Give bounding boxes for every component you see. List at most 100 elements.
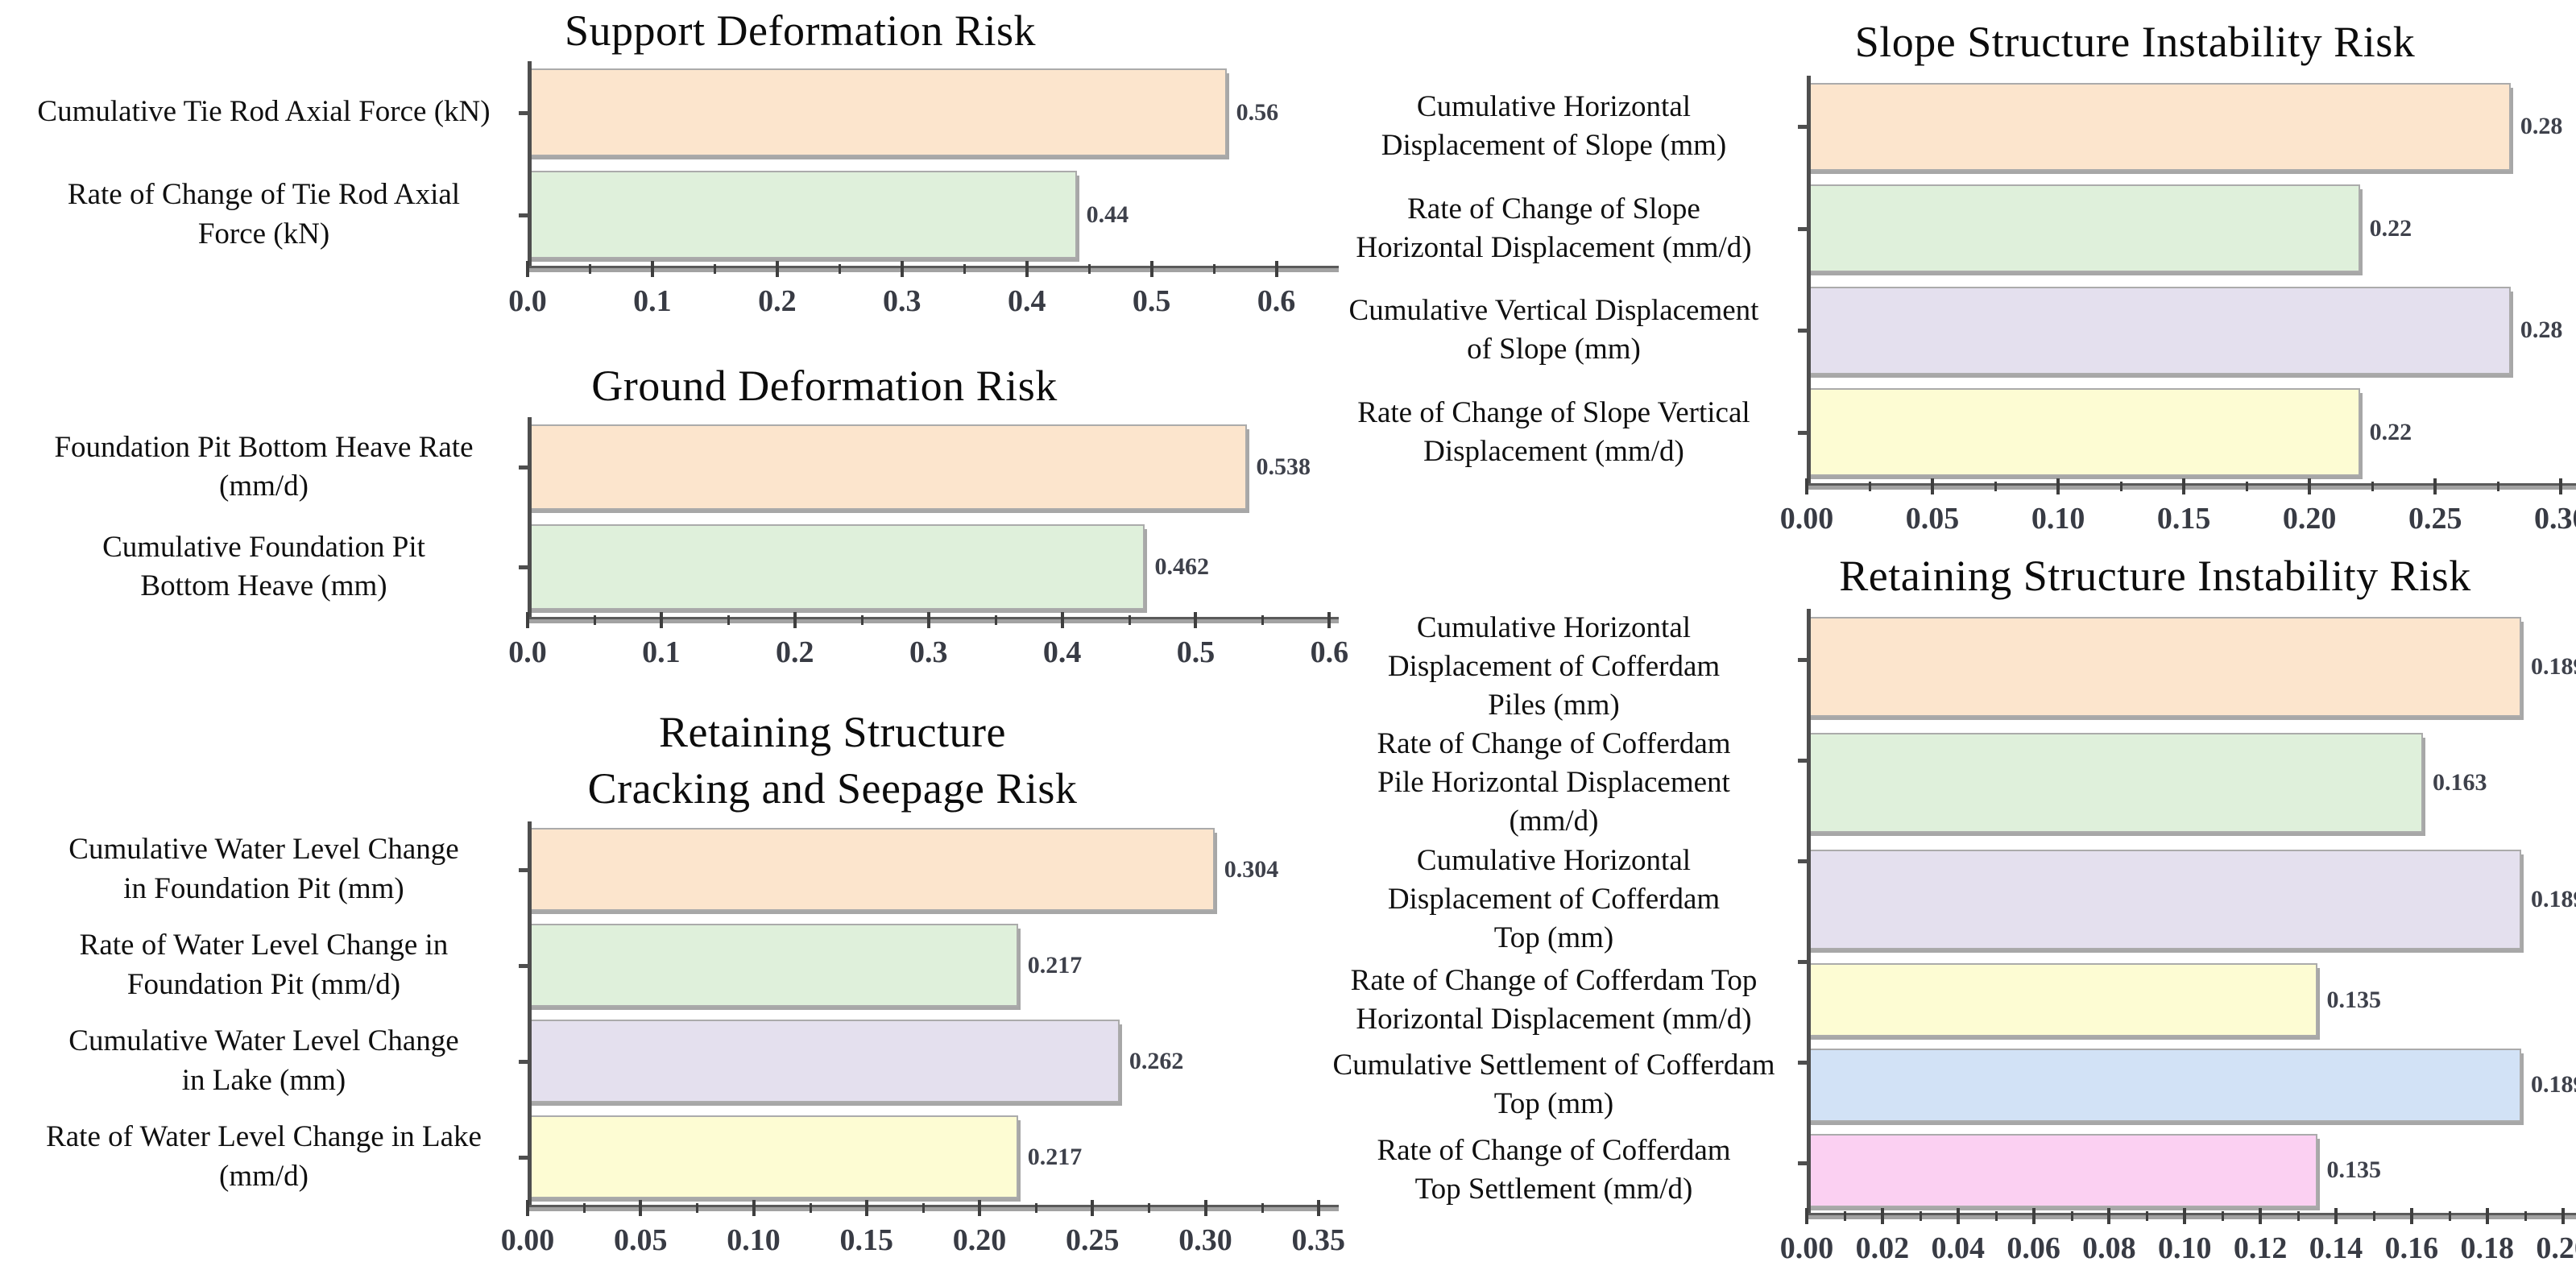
y-axis-tick xyxy=(519,565,529,569)
bar xyxy=(1807,286,2511,374)
bar-track: 0.28 xyxy=(1807,76,2576,178)
category-label: Rate of Change of Cofferdam Top Settleme… xyxy=(1377,1134,1731,1206)
x-axis-minor-tick xyxy=(839,264,842,274)
x-axis-minor-tick xyxy=(994,615,997,625)
bar-row: Rate of Water Level Change in Lake (mm/d… xyxy=(0,1109,1339,1205)
bar-track: 0.28 xyxy=(1807,279,2576,382)
bar-rows: Cumulative Water Level Change in Foundat… xyxy=(0,821,1339,1205)
value-label: 0.135 xyxy=(2326,1156,2382,1184)
x-axis: 0.0 0.1 0.2 0.3 0.4 0.5 0.6 xyxy=(508,612,1348,669)
category-label: Foundation Pit Bottom Heave Rate (mm/d) xyxy=(54,430,474,503)
x-axis-tick xyxy=(1880,1208,1884,1224)
y-axis-spine xyxy=(528,821,532,1208)
x-axis-tick-label: 0.08 xyxy=(2082,1231,2136,1265)
bar xyxy=(528,1115,1018,1198)
x-axis-tick-label: 0.20 xyxy=(2282,502,2337,536)
value-label: 0.22 xyxy=(2369,418,2412,445)
category-label: Rate of Change of Slope Horizontal Displ… xyxy=(1356,192,1752,264)
y-axis-tick xyxy=(1798,1160,1808,1165)
x-axis-minor-tick xyxy=(1994,482,1998,491)
y-axis-spine xyxy=(1807,609,1811,1216)
bar xyxy=(1807,849,2521,950)
x-axis-minor-tick xyxy=(2372,1211,2375,1221)
x-axis-tick-label: 0.00 xyxy=(500,1223,555,1257)
x-axis-minor-tick xyxy=(1213,264,1216,274)
x-axis-minor-tick xyxy=(2371,482,2375,491)
x-axis-tick-label: 0.35 xyxy=(1291,1223,1346,1257)
y-axis-tick xyxy=(1798,959,1808,964)
bar xyxy=(528,523,1145,610)
x-axis-tick xyxy=(1060,612,1064,628)
x-axis-tick xyxy=(526,612,529,628)
bar-track: 0.135 xyxy=(1807,958,2576,1043)
bar-row: Cumulative Foundation Pit Bottom Heave (… xyxy=(0,517,1339,617)
bar-row: Foundation Pit Bottom Heave Rate (mm/d) 0… xyxy=(0,417,1339,517)
bar-row: Cumulative Horizontal Displacement of Sl… xyxy=(1301,76,2576,178)
x-axis-tick-label: 0.3 xyxy=(883,284,921,318)
bar-rows: Cumulative Horizontal Displacement of Co… xyxy=(1301,609,2576,1213)
bar-track: 0.538 xyxy=(528,417,1339,517)
x-axis-tick-label: 0.05 xyxy=(1905,502,1960,536)
chart-title: Retaining Structure Instability Risk xyxy=(1839,551,2471,600)
x-axis-tick xyxy=(864,1200,868,1216)
x-axis-tick-label: 0.4 xyxy=(1007,284,1046,318)
x-axis-tick xyxy=(926,612,930,628)
y-axis-tick xyxy=(1798,430,1808,435)
bar-track: 0.304 xyxy=(528,821,1339,917)
x-axis-minor-tick xyxy=(593,615,596,625)
x-axis-tick xyxy=(2485,1208,2489,1224)
x-axis: 0.00 0.05 0.10 0.15 0.20 0.25 0.30 0.35 xyxy=(501,1200,1345,1266)
value-label: 0.44 xyxy=(1086,201,1129,228)
x-axis-tick-label: 0.3 xyxy=(909,635,948,669)
x-axis-minor-tick xyxy=(696,1203,699,1213)
category-label: Cumulative Water Level Change in Lake (m… xyxy=(68,1024,459,1097)
value-label: 0.163 xyxy=(2432,769,2487,796)
x-axis-minor-tick xyxy=(2497,482,2500,491)
chart-title: Ground Deformation Risk xyxy=(591,361,1058,410)
y-axis-tick xyxy=(1798,329,1808,333)
x-axis-tick xyxy=(2433,478,2437,494)
bar-track: 0.462 xyxy=(528,517,1339,617)
x-axis-tick xyxy=(1931,478,1935,494)
chart-slope-structure-instability-risk: Slope Structure Instability Risk Cumulati… xyxy=(1301,8,2576,536)
category-label: Cumulative Water Level Change in Foundat… xyxy=(68,833,459,905)
category-label: Rate of Change of Cofferdam Pile Horizon… xyxy=(1377,727,1731,838)
category-label: Rate of Water Level Change in Foundation… xyxy=(79,929,449,1001)
bar-track: 0.189 xyxy=(1807,1043,2576,1128)
value-label: 0.22 xyxy=(2369,214,2412,242)
value-label: 0.262 xyxy=(1129,1047,1184,1074)
category-label: Rate of Change of Cofferdam Top Horizont… xyxy=(1350,963,1758,1036)
x-axis-tick xyxy=(2559,478,2563,494)
x-axis-tick xyxy=(752,1200,756,1216)
x-axis-tick xyxy=(900,261,904,277)
bar-rows: Cumulative Horizontal Displacement of Sl… xyxy=(1301,76,2576,483)
x-axis-minor-tick xyxy=(1261,1203,1264,1213)
x-axis: 0.00 0.02 0.04 0.06 0.08 0.10 0.12 0.14 0.16 0.18… xyxy=(1780,1208,2576,1266)
category-label: Cumulative Horizontal Displacement of Sl… xyxy=(1381,90,1727,163)
x-axis-tick-label: 0.15 xyxy=(839,1223,894,1257)
bar-row: Cumulative Water Level Change in Lake (m… xyxy=(0,1013,1339,1109)
category-label: Rate of Change of Slope Vertical Displac… xyxy=(1357,395,1750,468)
x-axis-minor-tick xyxy=(1994,1211,1998,1221)
x-axis-minor-tick xyxy=(1088,264,1091,274)
bar xyxy=(1807,733,2423,834)
bar-row: Rate of Change of Cofferdam Pile Horizon… xyxy=(1301,725,2576,841)
bar-track: 0.189 xyxy=(1807,842,2576,958)
x-axis-tick-label: 0.5 xyxy=(1132,284,1171,318)
x-axis-tick-label: 0.10 xyxy=(2031,502,2085,536)
x-axis-tick xyxy=(2183,1208,2187,1224)
value-label: 0.217 xyxy=(1027,1143,1083,1170)
x-axis-tick-label: 0.18 xyxy=(2460,1231,2514,1265)
bar xyxy=(1807,1048,2521,1122)
x-axis-tick xyxy=(526,261,529,277)
x-axis-tick-label: 0.20 xyxy=(952,1223,1007,1257)
x-axis-tick xyxy=(1194,612,1198,628)
x-axis-minor-tick xyxy=(589,264,592,274)
bar-row: Cumulative Vertical Displacement of Slop… xyxy=(1301,279,2576,382)
bar-track: 0.56 xyxy=(528,61,1339,163)
category-label: Rate of Water Level Change in Lake (mm/d… xyxy=(46,1120,482,1193)
bar-row: Rate of Water Level Change in Foundation… xyxy=(0,917,1339,1013)
x-axis-tick xyxy=(639,1200,643,1216)
bar-rows: Cumulative Tie Rod Axial Force (kN) 0.56 R… xyxy=(0,61,1339,266)
